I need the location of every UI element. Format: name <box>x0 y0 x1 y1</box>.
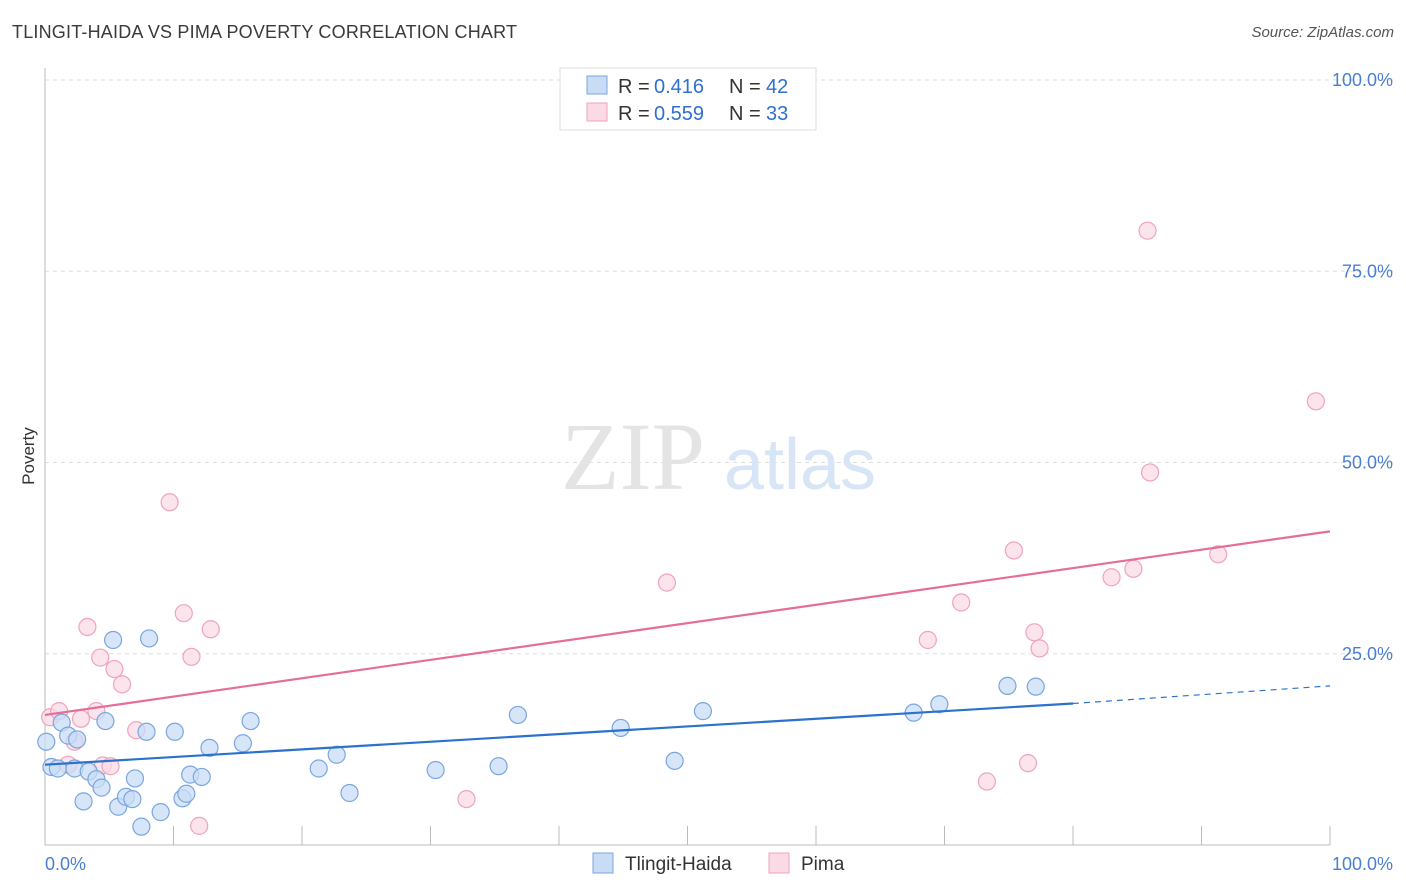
chart-title: TLINGIT-HAIDA VS PIMA POVERTY CORRELATIO… <box>12 22 518 42</box>
tlingit-haida-point <box>74 792 93 811</box>
tlingit-haida-point <box>508 705 527 725</box>
tlingit-haida-point <box>489 757 508 776</box>
pima-point <box>1018 754 1038 773</box>
y-tick-label: 25.0% <box>1342 644 1393 664</box>
x-tick-label: 100.0% <box>1332 854 1393 874</box>
pima-point <box>657 573 677 592</box>
pima-point <box>1102 568 1121 587</box>
tlingit-haida-point <box>241 711 260 731</box>
source-label: Source: ZipAtlas.com <box>1251 24 1394 41</box>
pima-trend-line <box>44 530 1331 717</box>
pima-point <box>1025 623 1044 642</box>
pima-point <box>201 620 220 639</box>
pima-point <box>457 789 476 809</box>
legend-r-label-2: R = <box>618 103 650 125</box>
pima-point <box>78 617 97 637</box>
legend-n-value-1: 42 <box>766 76 788 98</box>
pima-point <box>1030 639 1049 658</box>
tlingit-haida-point <box>200 738 219 757</box>
tlingit-haida-point <box>68 730 87 749</box>
pima-point <box>174 604 193 623</box>
bottom-legend: Tlingit-Haida Pima <box>592 852 845 875</box>
tlingit-haida-point <box>930 695 949 714</box>
legend-n-value-2: 33 <box>766 103 788 125</box>
bottom-legend-swatch-blue <box>592 852 614 874</box>
tlingit-haida-point <box>96 711 115 731</box>
pima-point <box>1124 559 1143 578</box>
tlingit-haida-point <box>165 722 184 741</box>
pima-point <box>91 648 110 667</box>
tlingit-haida-point <box>426 760 445 780</box>
pima-point <box>71 709 91 728</box>
watermark: ZIP atlas <box>561 403 876 510</box>
tlingit-haida-point <box>693 702 713 721</box>
tlingit-haida-point <box>233 734 252 753</box>
tlingit-haida-point <box>665 751 684 770</box>
tlingit-haida-point <box>327 745 346 764</box>
pima-point <box>1004 541 1023 560</box>
tlingit-haida-points <box>37 629 1045 836</box>
tlingit-haida-point <box>309 759 328 778</box>
legend-n-label-1: N = <box>729 76 761 98</box>
bottom-legend-label-pima: Pima <box>801 854 845 875</box>
legend-swatch-pink <box>586 102 608 122</box>
pima-point <box>190 816 209 835</box>
y-tick-label: 75.0% <box>1342 261 1393 281</box>
tlingit-haida-point <box>104 630 123 650</box>
tlingit-haida-point <box>192 767 211 787</box>
y-axis-label: Poverty <box>19 427 38 485</box>
pima-point <box>105 659 124 679</box>
tlingit-haida-point <box>1026 677 1045 696</box>
pima-point <box>1306 392 1325 411</box>
watermark-atlas: atlas <box>724 425 876 505</box>
pima-point <box>952 593 971 612</box>
tlingit-haida-point <box>125 769 145 788</box>
pima-point <box>112 675 132 694</box>
y-tick-label: 50.0% <box>1342 453 1393 473</box>
tlingit-haida-point <box>92 778 111 797</box>
tlingit-haida-point <box>611 718 630 738</box>
legend-n-label-2: N = <box>729 103 761 125</box>
watermark-zip: ZIP <box>561 403 705 510</box>
legend-swatch-blue <box>586 75 608 95</box>
tlingit-haida-point <box>139 629 159 648</box>
tlingit-haida-point <box>132 817 151 836</box>
tlingit-haida-point <box>137 722 156 741</box>
tlingit-haida-point <box>998 676 1017 695</box>
tlingit-haida-trend-extension <box>1072 685 1331 705</box>
legend-r-value-2: 0.559 <box>654 103 704 125</box>
pima-point <box>1209 545 1228 564</box>
legend: R = 0.416 N = 42 R = 0.559 N = 33 <box>559 67 817 131</box>
tlingit-haida-point <box>340 783 359 803</box>
trend-lines <box>44 530 1331 766</box>
bottom-legend-label-tlingit-haida: Tlingit-Haida <box>625 854 732 875</box>
pima-point <box>182 647 201 666</box>
pima-point <box>160 493 179 512</box>
pima-point <box>918 630 937 650</box>
y-tick-label: 100.0% <box>1332 70 1393 90</box>
pima-point <box>1140 463 1160 482</box>
tlingit-haida-point <box>123 789 142 809</box>
tick-labels: 25.0% 50.0% 75.0% 100.0% 0.0% 100.0% <box>45 70 1393 874</box>
tlingit-haida-point <box>151 803 170 822</box>
legend-r-label-1: R = <box>618 76 650 98</box>
tlingit-haida-point <box>177 784 196 803</box>
tlingit-haida-point <box>37 732 56 751</box>
legend-r-value-1: 0.416 <box>654 76 704 98</box>
grid-lines <box>45 79 1395 655</box>
bottom-legend-swatch-pink <box>768 852 790 874</box>
tlingit-haida-trend-line <box>44 702 1074 766</box>
x-tick-label: 0.0% <box>45 854 86 874</box>
pima-point <box>977 772 997 791</box>
pima-point <box>1138 221 1157 240</box>
